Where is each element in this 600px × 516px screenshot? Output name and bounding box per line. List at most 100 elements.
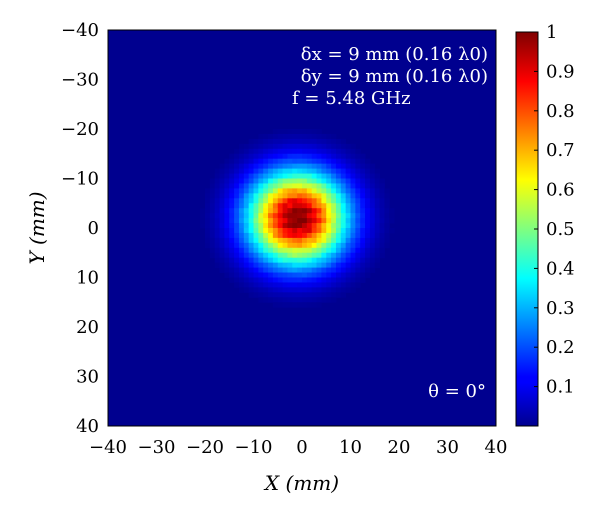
heatmap-cell	[277, 232, 283, 239]
heatmap-cell	[369, 173, 376, 179]
heatmap-cell	[229, 203, 235, 209]
heatmap-cell	[331, 292, 337, 298]
heatmap-cell	[384, 203, 390, 209]
heatmap-cell	[268, 252, 274, 259]
heatmap-cell	[316, 287, 322, 293]
heatmap-cell	[268, 168, 274, 174]
heatmap-cell	[253, 153, 259, 160]
heatmap-cell	[365, 203, 371, 209]
heatmap-cell	[311, 138, 317, 145]
heatmap-cell	[340, 183, 347, 189]
heatmap-cell	[369, 163, 376, 169]
heatmap-cell	[331, 257, 337, 264]
heatmap-cell	[219, 163, 225, 169]
heatmap-cell	[263, 277, 269, 283]
heatmap-cell	[360, 252, 366, 259]
heatmap-cell	[355, 208, 361, 214]
heatmap-cell	[277, 247, 283, 254]
heatmap-cell	[379, 188, 385, 194]
heatmap-cell	[350, 158, 356, 165]
heatmap-cell	[311, 282, 317, 288]
heatmap-cell	[335, 292, 342, 298]
heatmap-cell	[340, 267, 347, 273]
heatmap-cell	[282, 188, 288, 194]
heatmap-cell	[335, 237, 342, 244]
heatmap-cell	[253, 292, 259, 298]
heatmap-cell	[316, 267, 322, 273]
heatmap-cell	[277, 133, 283, 140]
heatmap-cell	[214, 247, 220, 254]
heatmap-cell	[292, 183, 298, 189]
heatmap-cell	[272, 188, 279, 194]
heatmap-cell	[248, 188, 254, 194]
heatmap-cell	[238, 242, 245, 249]
heatmap-cell	[369, 247, 376, 254]
heatmap-cell	[389, 218, 395, 224]
heatmap-cell	[214, 173, 220, 179]
heatmap-cell	[234, 203, 240, 209]
heatmap-cell	[355, 262, 361, 268]
heatmap-cell	[224, 228, 230, 234]
heatmap-cell	[350, 188, 356, 194]
heatmap-cell	[297, 302, 303, 308]
heatmap-cell	[331, 158, 337, 165]
heatmap-cell	[340, 277, 347, 283]
heatmap-cell	[302, 193, 308, 199]
annotation-delta-x: δx = 9 mm (0.16 λ0)	[301, 44, 488, 65]
heatmap-cell	[268, 282, 274, 288]
heatmap-cell	[258, 198, 264, 204]
heatmap-cell	[214, 198, 220, 204]
heatmap-cell	[287, 267, 293, 273]
heatmap-cell	[258, 292, 264, 298]
heatmap-cell	[277, 168, 283, 174]
heatmap-cell	[350, 148, 356, 155]
colorbar-tick-label: 1	[546, 22, 557, 43]
heatmap-cell	[316, 129, 322, 135]
heatmap-cell	[253, 173, 259, 179]
heatmap-cell	[360, 257, 366, 264]
heatmap-cell	[209, 188, 216, 194]
colorbar-tick-label: 0.9	[546, 61, 575, 82]
heatmap-cell	[234, 168, 240, 174]
heatmap-cell	[248, 267, 254, 273]
heatmap-cell	[243, 262, 250, 268]
heatmap-cell	[340, 168, 347, 174]
heatmap-cell	[306, 208, 313, 214]
heatmap-cell	[234, 213, 240, 219]
heatmap-cell	[302, 228, 308, 234]
heatmap-cell	[379, 203, 385, 209]
heatmap-cell	[248, 257, 254, 264]
heatmap-cell	[277, 148, 283, 155]
heatmap-cell	[355, 252, 361, 259]
heatmap-cell	[331, 183, 337, 189]
heatmap-cell	[287, 203, 293, 209]
heatmap-cell	[214, 237, 220, 244]
heatmap-cell	[263, 223, 269, 229]
y-tick-label: 20	[76, 317, 99, 338]
heatmap-cell	[219, 188, 225, 194]
heatmap-cell	[248, 168, 254, 174]
heatmap-cell	[277, 143, 283, 150]
heatmap-cell	[258, 297, 264, 303]
heatmap-cell	[229, 163, 235, 169]
heatmap-cell	[350, 252, 356, 259]
heatmap-cell	[277, 282, 283, 288]
heatmap-cell	[369, 242, 376, 249]
heatmap-cell	[340, 223, 347, 229]
heatmap-cell	[287, 178, 293, 184]
heatmap-cell	[224, 178, 230, 184]
heatmap-cell	[355, 168, 361, 174]
heatmap-cell	[350, 242, 356, 249]
heatmap-cell	[287, 213, 293, 219]
heatmap-cell	[340, 242, 347, 249]
heatmap-cell	[209, 203, 216, 209]
heatmap-cell	[297, 262, 303, 268]
heatmap-cell	[224, 173, 230, 179]
heatmap-cell	[311, 153, 317, 160]
heatmap-cell	[219, 203, 225, 209]
heatmap-cell	[326, 178, 332, 184]
heatmap-cell	[282, 148, 288, 155]
heatmap-cell	[248, 287, 254, 293]
heatmap-cell	[243, 257, 250, 264]
heatmap-cell	[253, 213, 259, 219]
